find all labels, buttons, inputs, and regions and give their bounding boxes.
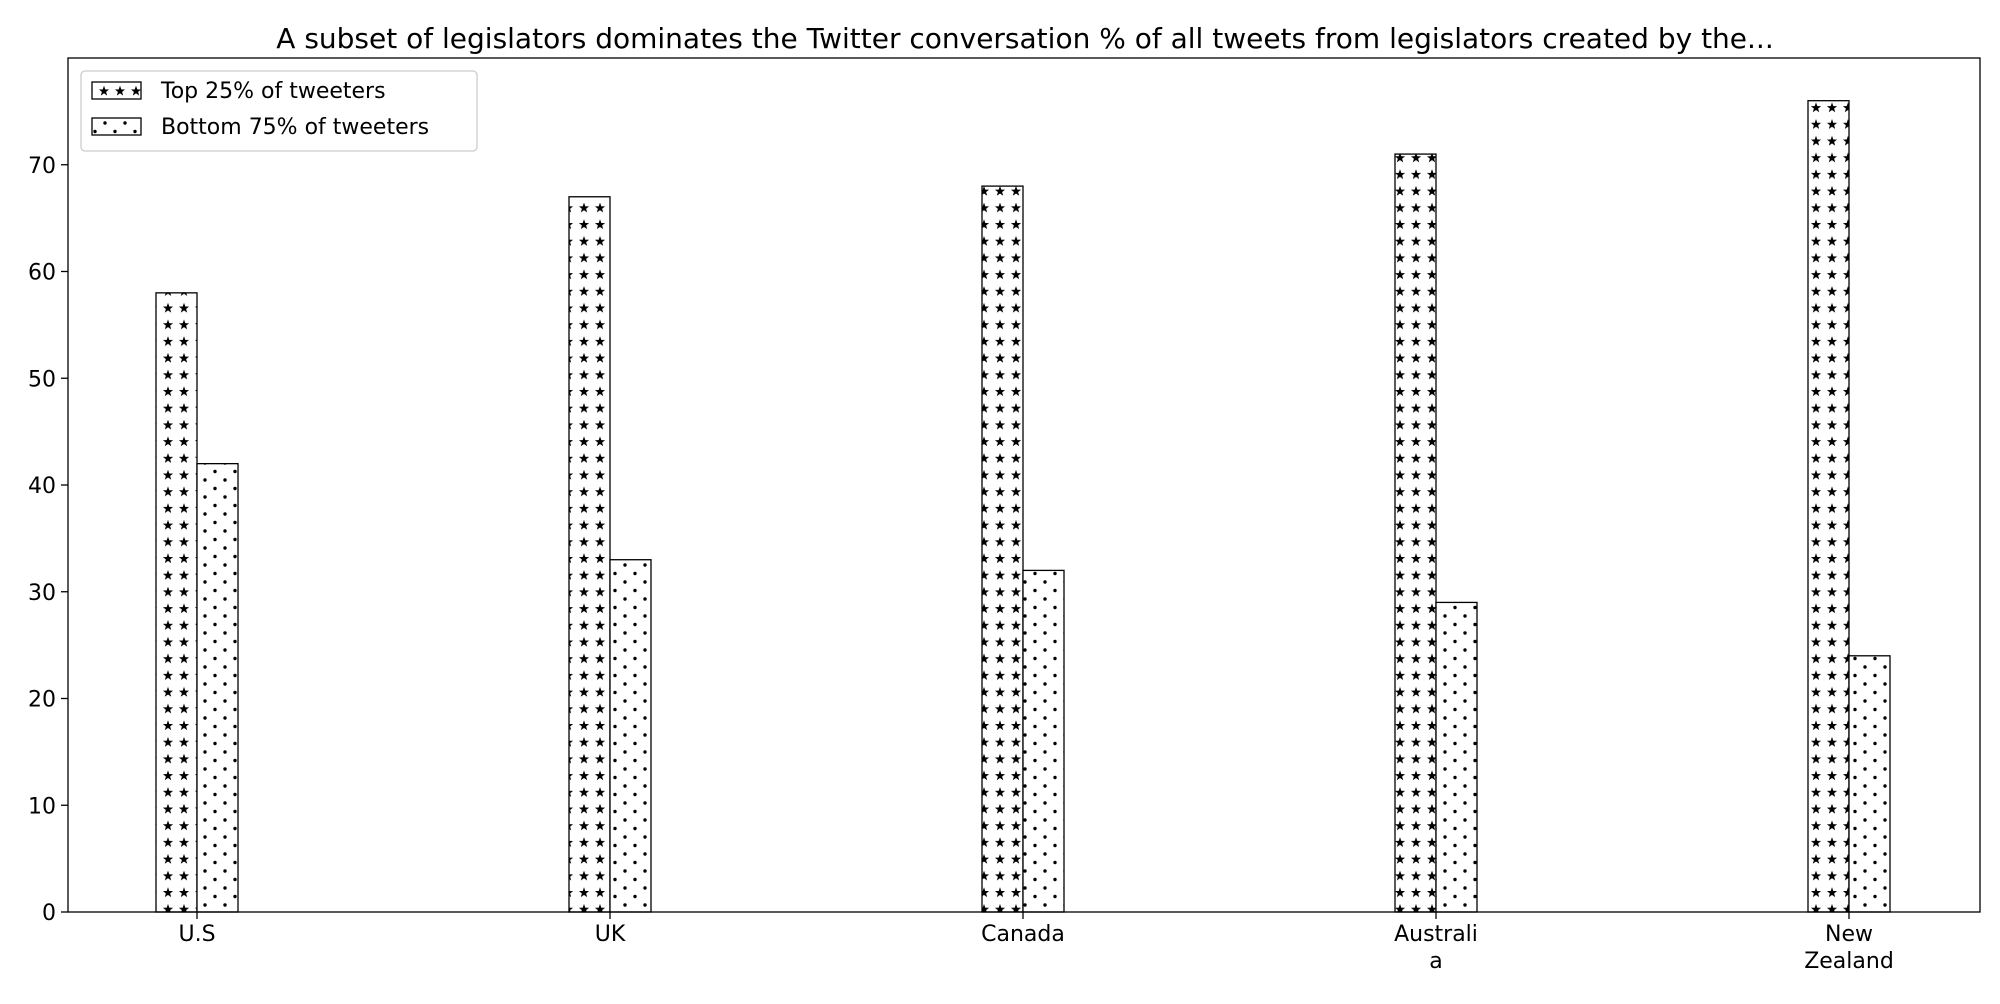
y-tick-label: 50 — [28, 367, 56, 392]
x-tick-label-line: Zealand — [1804, 949, 1894, 974]
y-tick-label: 60 — [28, 261, 56, 286]
y-tick-label: 30 — [28, 581, 56, 606]
bar-top-25-4 — [1807, 100, 1850, 913]
legend-box — [80, 70, 478, 152]
x-tick-label-line: U.S — [178, 922, 215, 947]
bar-bottom-75-3 — [1435, 601, 1478, 913]
bar-top-25-3 — [1394, 153, 1437, 913]
bar-bottom-75-1 — [609, 559, 652, 913]
legend-label: Bottom 75% of tweeters — [161, 115, 429, 140]
x-tick-label-line: UK — [595, 922, 626, 947]
y-tick-label: 40 — [28, 474, 56, 499]
bar-bottom-75-0 — [196, 462, 239, 913]
y-tick-label: 20 — [28, 688, 56, 713]
x-tick-label: New Zealand — [1804, 922, 1894, 974]
bar-top-25-1 — [568, 196, 611, 913]
x-tick-label-line: Australi — [1394, 922, 1478, 947]
y-tick-label: 0 — [42, 901, 56, 926]
x-axis: U.S UK Canada Australi a New Zealand — [178, 912, 1894, 974]
bar-top-25-0 — [155, 292, 198, 913]
x-tick-label-line: a — [1429, 949, 1442, 974]
x-tick-label: UK — [595, 922, 626, 947]
legend-swatch-top-25 — [91, 81, 142, 100]
x-tick-label: U.S — [178, 922, 215, 947]
bar-top-25-2 — [981, 185, 1024, 913]
bars-layer — [155, 100, 1891, 913]
chart-title: A subset of legislators dominates the Tw… — [276, 22, 1773, 55]
plot-area-frame — [67, 57, 1981, 913]
bar-bottom-75-2 — [1022, 569, 1065, 913]
legend: Top 25% of tweeters Bottom 75% of tweeter… — [80, 70, 478, 152]
y-tick-label: 10 — [28, 794, 56, 819]
y-axis: 0 10 20 30 40 50 60 70 — [28, 154, 68, 926]
y-tick-label: 70 — [28, 154, 56, 179]
legend-label: Top 25% of tweeters — [160, 79, 386, 104]
x-tick-label-line: New — [1825, 922, 1873, 947]
x-tick-label-line: Canada — [981, 922, 1065, 947]
x-tick-label: Australi a — [1394, 922, 1478, 974]
bar-bottom-75-4 — [1848, 655, 1891, 913]
x-tick-label: Canada — [981, 922, 1065, 947]
legend-swatch-bottom-75 — [91, 117, 142, 136]
